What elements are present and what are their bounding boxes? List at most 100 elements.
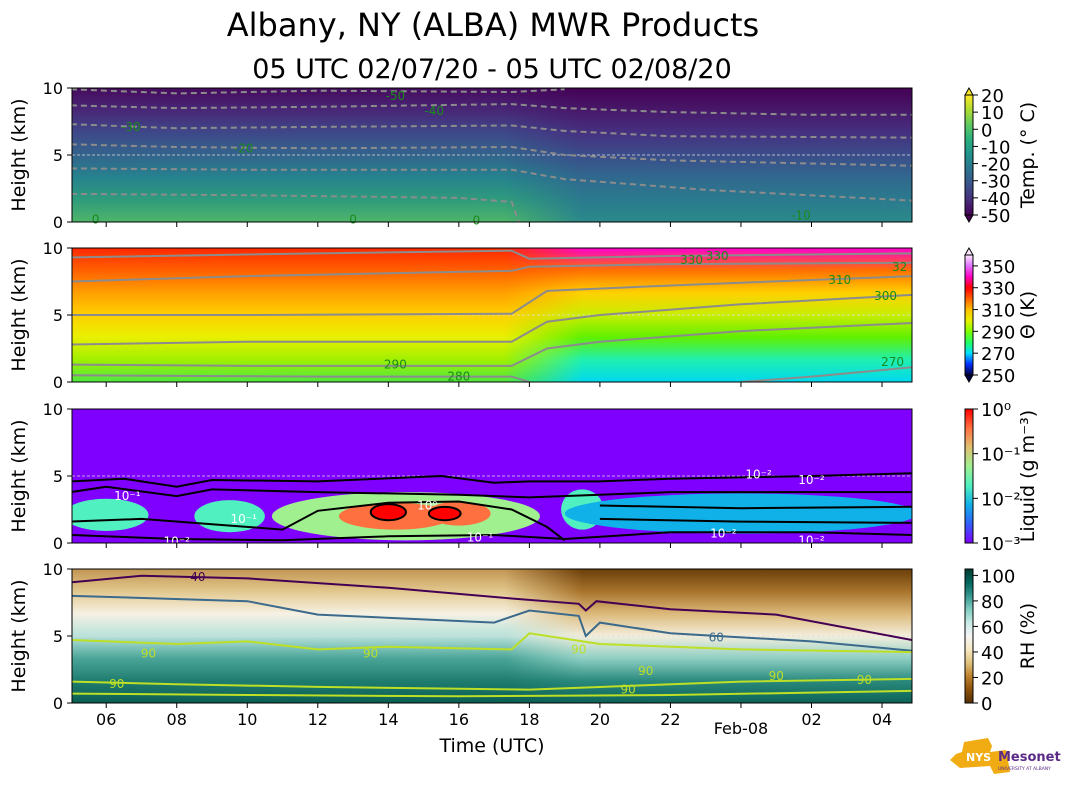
contour-label: 310: [828, 273, 851, 287]
contour-label: -30: [121, 120, 141, 134]
contour-label: 10⁻¹: [114, 489, 141, 503]
figure-subtitle: 05 UTC 02/07/20 - 05 UTC 02/08/20: [252, 54, 732, 85]
colorbar-tick-label: -30: [981, 172, 1010, 193]
colorbar-tick-label: 10⁰: [981, 400, 1011, 421]
contour-line: [72, 531, 912, 542]
colorbar-tick-label: 40: [981, 643, 1004, 664]
colorbar-tick-label: 10⁻³: [981, 534, 1021, 555]
contour-label: 10⁻²: [798, 473, 825, 487]
contour-line: [740, 366, 912, 382]
contour-line: [72, 677, 912, 691]
liquid-cell: [369, 503, 407, 522]
x-tick-label: 16: [449, 710, 469, 729]
x-tick-label: 14: [378, 710, 398, 729]
colorbar-tick-label: -20: [981, 155, 1010, 176]
liquid-cell: [427, 505, 462, 522]
x-tick-label: 20: [590, 710, 610, 729]
colorbar-tick-label: 250: [981, 366, 1015, 387]
y-tick-label: 0: [53, 213, 63, 232]
contour-line: [72, 167, 912, 202]
contour-line: [72, 293, 912, 346]
contour-label: 270: [881, 355, 904, 369]
x-tick-label: 12: [308, 710, 328, 729]
y-tick-label: 10: [43, 400, 63, 419]
contour-line: [599, 504, 912, 510]
y-axis-label: Height (km): [8, 419, 30, 532]
colorbar-tick-label: 350: [981, 257, 1015, 278]
contour-label: -40: [424, 104, 444, 118]
panel-liquid-water: 10⁻¹ 10⁻¹ 10⁻² 10⁰ 10⁻¹ 10⁻² 10⁻² 10⁻² 10⁻² 0 5 10 H…: [8, 400, 1039, 555]
contour-line: [72, 322, 912, 367]
colorbar-label: Temp. (° C): [1017, 102, 1039, 209]
contour-line: [72, 594, 912, 652]
plot-area-potential-temperature: [72, 248, 912, 382]
x-tick-label: 10: [237, 710, 257, 729]
contour-labels-temperature: -50 -40 -30 -20 0 0 0 -10: [92, 89, 811, 228]
contour-line: [72, 261, 912, 283]
colorbar-tick-label: 0: [981, 694, 992, 715]
colorbar-tick-label: 10: [981, 103, 1004, 124]
colorbar-label: Θ (K): [1017, 291, 1039, 339]
contour-label: 10⁻¹: [231, 512, 258, 526]
colorbar-tick-label: 20: [981, 668, 1004, 689]
plot-area-liquid-water: [72, 409, 912, 543]
figure-title: Albany, NY (ALBA) MWR Products: [227, 6, 759, 44]
contour-label: 90: [857, 673, 872, 687]
y-tick-label: 0: [53, 694, 63, 713]
colorbar-tick-label: -50: [981, 206, 1010, 227]
contour-line: [72, 88, 565, 95]
y-axis-label: Height (km): [8, 258, 30, 371]
colorbar-tick-label: 60: [981, 617, 1004, 638]
contour-label: 10⁻¹: [467, 531, 494, 545]
contour-label: 0: [349, 212, 357, 226]
logo-mesonet-text: Mesonet: [998, 750, 1061, 765]
colorbar-tick-label: 10⁻¹: [981, 445, 1021, 466]
contour-label: 90: [620, 683, 635, 697]
y-tick-label: 5: [53, 467, 63, 486]
y-tick-label: 5: [53, 146, 63, 165]
colorbar-tick-label: 80: [981, 592, 1004, 613]
colorbar-tick-label: 0: [981, 120, 992, 141]
contour-line: [72, 632, 912, 654]
colorbar-tick-label: -40: [981, 189, 1010, 210]
y-axis-label: Height (km): [8, 98, 30, 211]
new-york-state-shape-icon: [950, 738, 1010, 774]
liquid-cell: [564, 493, 912, 534]
contour-label: 90: [638, 664, 653, 678]
colorbar-label: RH (%): [1017, 603, 1039, 669]
contour-label: 330: [706, 249, 729, 263]
contour-label: 10⁻²: [710, 527, 737, 541]
colorbar-tick-label: 310: [981, 301, 1015, 322]
contour-line: [72, 485, 912, 499]
y-tick-label: 10: [43, 239, 63, 258]
contour-label: 40: [190, 570, 205, 584]
colorbar-gradient: [964, 408, 974, 544]
x-tick-label: 08: [167, 710, 187, 729]
contour-label: 10⁻²: [745, 468, 772, 482]
logo-nys-text: NYS: [966, 751, 991, 764]
contour-label: 300: [874, 289, 897, 303]
colorbar-tick-label: 20: [981, 86, 1004, 107]
contour-label: 90: [141, 646, 156, 660]
colorbar-extend-min: [964, 374, 974, 384]
contour-label: 280: [447, 370, 470, 384]
x-tick-label: Feb-08: [714, 719, 768, 738]
colorbar-tick-label: 10⁻²: [981, 489, 1021, 510]
contour-label: 32: [892, 260, 907, 274]
y-tick-label: 10: [43, 560, 63, 579]
x-tick-label: 06: [96, 710, 116, 729]
contour-label: 0: [92, 212, 100, 226]
contour-line: [72, 472, 912, 488]
y-tick-label: 5: [53, 306, 63, 325]
contour-labels-potential-temperature: 280 290 300 310 32 330 330 270: [384, 249, 907, 384]
plot-area-temperature: [72, 88, 912, 222]
contour-label: -20: [234, 141, 254, 155]
